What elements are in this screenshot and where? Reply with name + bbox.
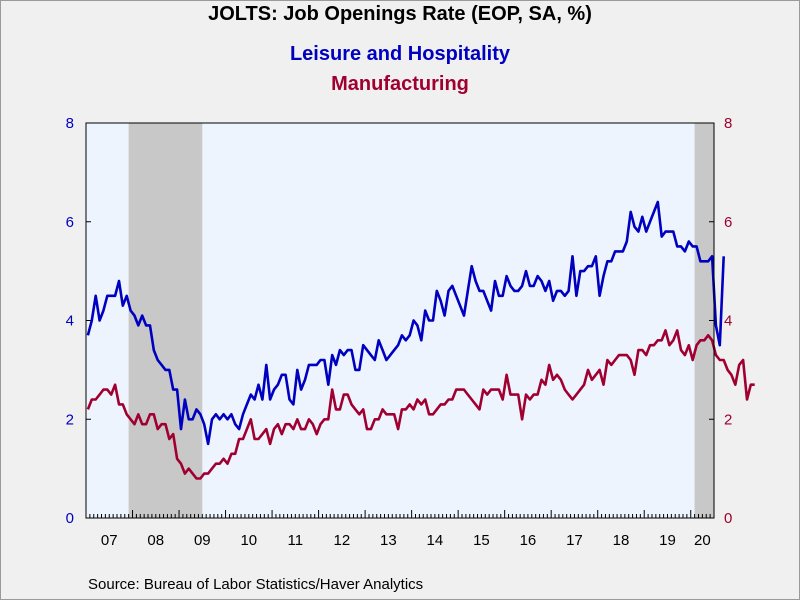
y-tick-label-left: 4: [66, 313, 74, 330]
x-tick-label: 20: [694, 532, 711, 549]
y-tick-label-right: 2: [724, 411, 732, 428]
x-tick-label: 11: [288, 532, 304, 549]
source-note: Source: Bureau of Labor Statistics/Haver…: [88, 576, 424, 593]
x-tick-label: 13: [380, 532, 397, 549]
series-lines: [86, 200, 755, 480]
y-tick-label-left: 2: [66, 411, 74, 428]
y-tick-label-left: 0: [66, 510, 74, 527]
x-tick-label: 15: [473, 532, 490, 549]
series-line-manufacturing: [86, 329, 755, 480]
y-tick-label-right: 4: [724, 313, 732, 330]
x-tick-label: 08: [147, 532, 164, 549]
x-tick-label: 19: [659, 532, 676, 549]
x-tick-label: 10: [240, 532, 257, 549]
x-tick-label: 17: [566, 532, 583, 549]
chart-title: JOLTS: Job Openings Rate (EOP, SA, %): [208, 3, 592, 25]
x-tick-label: 16: [520, 532, 537, 549]
x-tick-label: 18: [613, 532, 630, 549]
series-label-leisure: Leisure and Hospitality: [289, 43, 511, 65]
series-line-leisure-hospitality: [86, 200, 725, 446]
y-tick-label-right: 6: [724, 214, 732, 231]
series-label-manufacturing: Manufacturing: [331, 73, 469, 95]
x-tick-label: 14: [427, 532, 444, 549]
y-tick-label-left: 6: [66, 214, 74, 231]
x-tick-label: 09: [194, 532, 211, 549]
y-tick-label-right: 0: [724, 510, 732, 527]
y-tick-label-left: 8: [66, 115, 74, 132]
x-tick-label: 07: [101, 532, 118, 549]
axes: 0 2 4 6 8 0 2 4 6 8 07 08 09 10 11 12 13 14 15 16 17 18 19 20: [66, 115, 733, 549]
x-tick-label: 12: [334, 532, 351, 549]
y-tick-label-right: 8: [724, 115, 732, 132]
